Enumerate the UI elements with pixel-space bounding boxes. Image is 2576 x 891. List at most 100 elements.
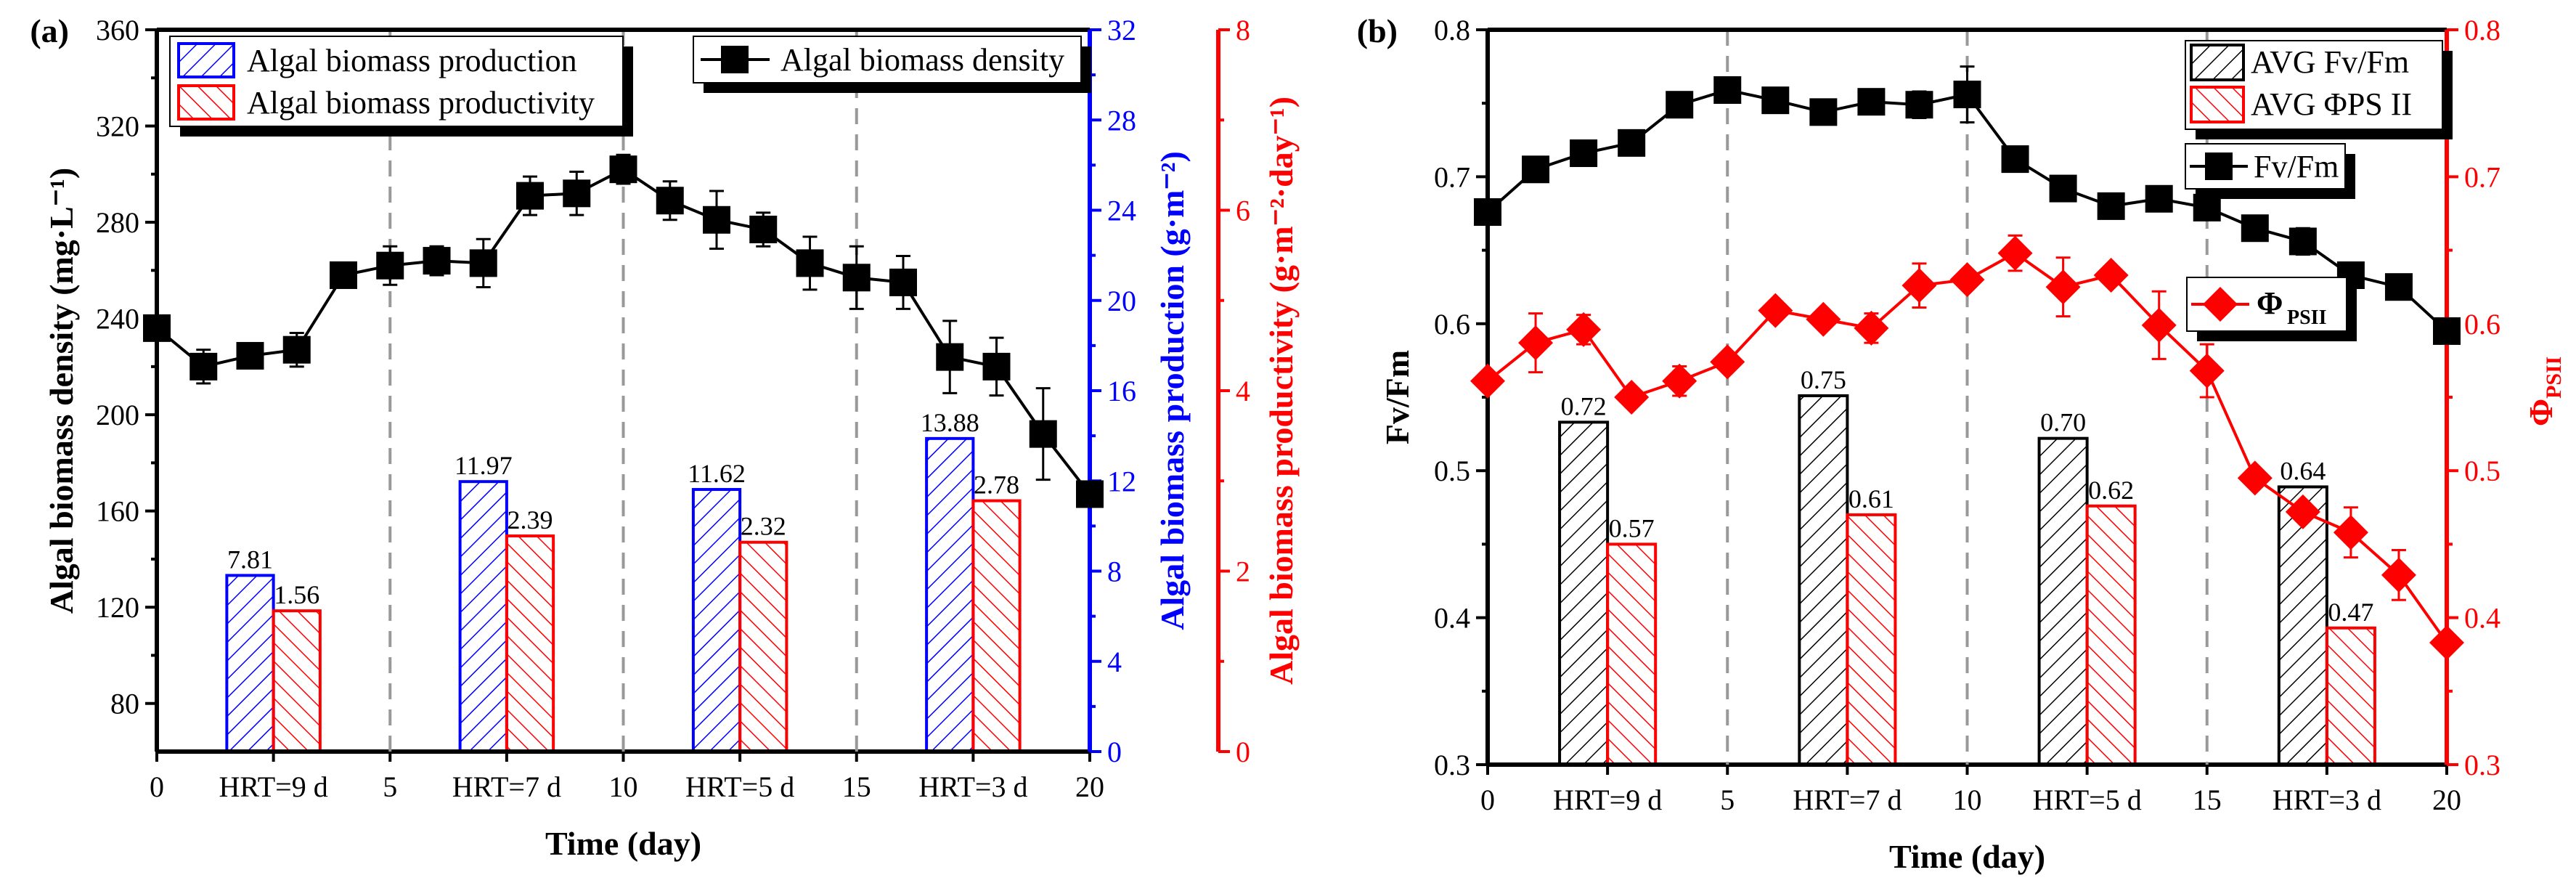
y-tick-label: 0.7 xyxy=(1434,160,1470,193)
fvfm-point xyxy=(1905,91,1933,119)
y-tick-label: 0.6 xyxy=(1434,308,1470,341)
density-point xyxy=(796,249,824,277)
phipsii-point xyxy=(2189,353,2225,388)
phipsii-point xyxy=(1997,235,2033,271)
y-tick-label: 240 xyxy=(96,303,139,335)
avg-fvfm-bar xyxy=(2277,485,2328,766)
y-tick-label: 0.5 xyxy=(2464,455,2500,487)
phipsii-point xyxy=(2045,269,2081,305)
production-bar-label: 7.81 xyxy=(227,545,273,574)
avg-phipsii-bar-label: 0.61 xyxy=(1849,484,1894,513)
legend-swatch-production xyxy=(177,42,235,78)
y-tick-label: 200 xyxy=(96,399,139,431)
panel-a-chart: 7.811.56 11.97 2.39 11.62 2.32 13.88 2.78 0 5 10 1… xyxy=(30,12,1300,862)
y-axis-title-phi: Φ xyxy=(2522,399,2559,426)
density-point xyxy=(842,264,871,292)
panel-b-chart: 0.72 0.57 0.75 0.61 0.70 0.62 0.64 0.47 0 5 10 15 20… xyxy=(1357,12,2566,875)
legend-marker-phipsii xyxy=(2203,287,2238,322)
fvfm-point xyxy=(2049,174,2077,203)
phipsii-point xyxy=(2333,515,2368,550)
density-point xyxy=(330,261,357,289)
hrt-label: HRT=5 d xyxy=(685,770,794,803)
y-axis-title-left: Algal biomass density (mg·L⁻¹) xyxy=(43,168,80,614)
hrt-label: HRT=3 d xyxy=(918,770,1027,803)
phipsii-point xyxy=(1854,310,1889,346)
fvfm-point xyxy=(1953,81,1981,109)
hrt-label: HRT=9 d xyxy=(219,770,328,803)
density-point xyxy=(516,182,544,210)
legend-label-avg-phipsii: AVG ΦPS II xyxy=(2251,86,2412,122)
y-axis-title-left: Fv/Fm xyxy=(1379,350,1416,444)
phipsii-point xyxy=(2285,494,2320,529)
productivity-bar xyxy=(272,609,322,753)
phipsii-point xyxy=(2093,258,2129,293)
density-point xyxy=(749,216,778,244)
x-tick-label: 5 xyxy=(383,770,397,803)
y-axis-title-sub: PSII xyxy=(2542,357,2566,399)
fvfm-point xyxy=(2384,273,2413,301)
fvfm-point xyxy=(2288,227,2317,256)
x-tick-label: 10 xyxy=(1953,784,1982,816)
density-point xyxy=(656,187,684,215)
fvfm-point xyxy=(1857,88,1886,116)
phipsii-point xyxy=(1614,380,1650,415)
density-point xyxy=(423,247,451,275)
fvfm-point xyxy=(1474,198,1501,226)
density-point xyxy=(936,343,964,371)
avg-phipsii-bar-label: 0.57 xyxy=(1609,513,1655,542)
y-tick-label: 32 xyxy=(1107,14,1136,46)
avg-phipsii-bar xyxy=(1846,513,1897,766)
y-tick-label: 0.8 xyxy=(1434,14,1470,46)
avg-phipsii-bar xyxy=(2085,504,2137,766)
production-bar-label: 11.62 xyxy=(688,459,746,488)
x-tick-label: 0 xyxy=(150,770,164,803)
y-tick-label: 4 xyxy=(1236,375,1250,407)
legend-label-avg-fvfm: AVG Fv/Fm xyxy=(2251,44,2409,80)
y-tick-label: 8 xyxy=(1236,14,1250,46)
production-bar xyxy=(458,480,508,753)
density-point xyxy=(609,155,637,184)
density-point xyxy=(236,341,264,370)
y-tick-label: 0.7 xyxy=(2464,160,2500,193)
avg-phipsii-bar-label: 0.47 xyxy=(2328,598,2373,627)
y-tick-label: 0.4 xyxy=(1434,602,1470,635)
avg-fvfm-bar-label: 0.64 xyxy=(2280,456,2326,485)
hrt-label: HRT=7 d xyxy=(1793,784,1902,816)
legend-swatch-productivity xyxy=(177,84,235,121)
density-point xyxy=(703,206,730,234)
hrt-label: HRT=3 d xyxy=(2273,784,2381,816)
y-tick-label: 0 xyxy=(1107,736,1122,768)
phipsii-point xyxy=(1662,363,1697,399)
x-tick-label: 20 xyxy=(1075,770,1104,803)
fvfm-point xyxy=(2433,317,2461,345)
legend-phi: Φ xyxy=(2257,285,2283,321)
density-point xyxy=(563,179,591,208)
legend-label-density: Algal biomass density xyxy=(780,42,1064,78)
avg-fvfm-bar xyxy=(1558,420,1610,767)
y-tick-label: 0.8 xyxy=(2464,14,2500,46)
phipsii-point xyxy=(1566,312,1602,347)
x-axis-title: Time (day) xyxy=(545,825,701,862)
avg-fvfm-bar xyxy=(1798,394,1849,766)
density-point xyxy=(982,352,1011,381)
y-tick-label: 0.4 xyxy=(2464,602,2500,635)
density-point xyxy=(189,352,218,381)
productivity-bar-label: 2.32 xyxy=(741,512,786,541)
phipsii-point xyxy=(2429,625,2464,661)
legend-swatch-avg-phipsii xyxy=(2190,86,2245,123)
fvfm-legend xyxy=(2185,143,2346,190)
x-tick-label: 20 xyxy=(2432,784,2461,816)
y-tick-label: 320 xyxy=(96,110,139,143)
y-tick-label: 12 xyxy=(1107,465,1136,497)
legend-label-fvfm: Fv/Fm xyxy=(2254,149,2339,184)
x-axis-title: Time (day) xyxy=(1889,838,2045,875)
y-tick-label: 20 xyxy=(1107,285,1136,317)
phipsii-point xyxy=(1470,363,1505,399)
fvfm-point xyxy=(1522,155,1550,184)
y-axis-title-productivity: Algal biomass productivity (g·m⁻²·day⁻¹) xyxy=(1263,97,1300,685)
y-axis-title-production: Algal biomass production (g·m⁻²) xyxy=(1154,151,1191,630)
phipsii-point xyxy=(1902,268,1937,304)
phipsii-point xyxy=(2141,307,2177,343)
fvfm-point xyxy=(2001,145,2029,174)
